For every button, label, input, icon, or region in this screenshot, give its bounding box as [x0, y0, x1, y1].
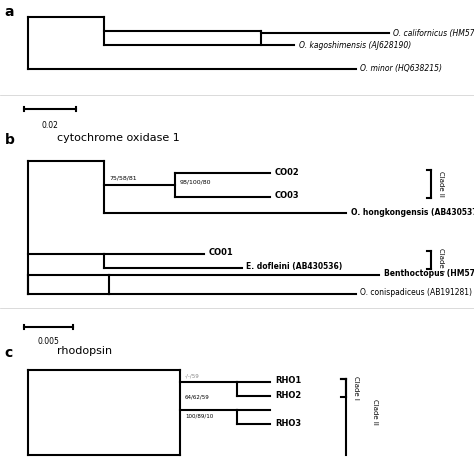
Text: 100/89/10: 100/89/10 [185, 413, 213, 418]
Text: 98/100/80: 98/100/80 [180, 179, 211, 184]
Text: a: a [5, 5, 14, 19]
Text: 0.02: 0.02 [41, 121, 58, 130]
Text: RHO2: RHO2 [275, 392, 301, 400]
Text: Clade I: Clade I [353, 376, 359, 400]
Text: CO03: CO03 [275, 191, 300, 200]
Text: 64/62/59: 64/62/59 [185, 394, 210, 399]
Text: 0.005: 0.005 [37, 337, 60, 346]
Text: E. dofleini (AB430536): E. dofleini (AB430536) [246, 263, 343, 271]
Text: Benthoctopus (HM572172): Benthoctopus (HM572172) [384, 270, 474, 278]
Text: RHO1: RHO1 [275, 376, 301, 385]
Text: CO01: CO01 [209, 248, 233, 257]
Text: Clade I: Clade I [438, 248, 445, 272]
Text: O. conispadiceus (AB191281): O. conispadiceus (AB191281) [360, 289, 472, 297]
Text: O. californicus (HM572209): O. californicus (HM572209) [393, 29, 474, 37]
Text: Clade II: Clade II [372, 400, 378, 425]
Text: -/-/59: -/-/59 [185, 373, 200, 378]
Text: 75/58/81: 75/58/81 [109, 176, 137, 181]
Text: O. kagoshimensis (AJ628190): O. kagoshimensis (AJ628190) [299, 41, 411, 49]
Text: c: c [5, 346, 13, 360]
Text: RHO3: RHO3 [275, 419, 301, 428]
Text: cytochrome oxidase 1: cytochrome oxidase 1 [57, 133, 180, 143]
Text: Clade II: Clade II [438, 171, 445, 197]
Text: O. minor (HQ638215): O. minor (HQ638215) [360, 64, 442, 73]
Text: CO02: CO02 [275, 168, 300, 176]
Text: O. hongkongensis (AB430537): O. hongkongensis (AB430537) [351, 208, 474, 217]
Text: b: b [5, 133, 15, 147]
Text: rhodopsin: rhodopsin [57, 346, 112, 356]
